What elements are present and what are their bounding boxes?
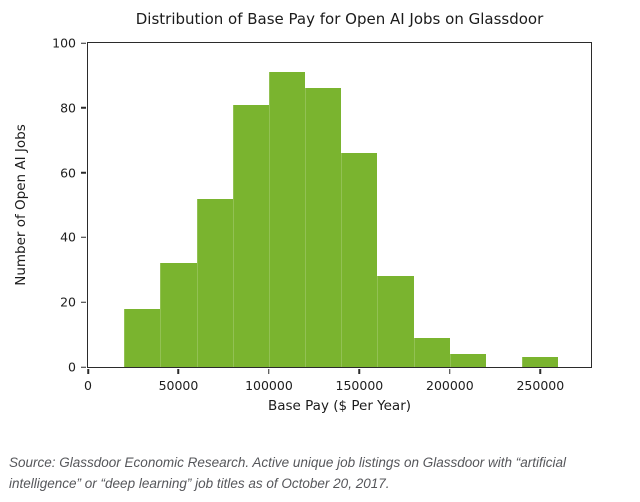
histogram-bar bbox=[305, 88, 342, 367]
x-tick-label: 250000 bbox=[516, 378, 565, 393]
y-tick-mark bbox=[81, 42, 86, 44]
source-caption-line1: Source: Glassdoor Economic Research. Act… bbox=[9, 455, 567, 470]
y-tick-mark bbox=[81, 236, 86, 239]
plot-area: 0 50000 100000 150000 200000 250000 0 20 40 60 80 1… bbox=[52, 36, 592, 393]
histogram-bar bbox=[160, 263, 197, 367]
y-axis-title: Number of Open AI Jobs bbox=[13, 124, 29, 286]
x-tick-label: 50000 bbox=[158, 378, 199, 393]
y-tick-label: 80 bbox=[60, 100, 76, 116]
y-tick-label: 20 bbox=[60, 294, 76, 310]
histogram-bar bbox=[341, 153, 378, 367]
x-tick-label: 150000 bbox=[335, 378, 384, 393]
x-tick-mark bbox=[449, 369, 451, 374]
x-tick-label: 200000 bbox=[426, 378, 474, 393]
histogram-bar bbox=[196, 198, 233, 367]
y-tick-label: 100 bbox=[52, 35, 76, 51]
x-tick-mark bbox=[268, 369, 270, 374]
bars-layer bbox=[88, 43, 591, 367]
source-caption: Source: Glassdoor Economic Research. Act… bbox=[9, 452, 634, 494]
histogram-bar bbox=[449, 354, 487, 367]
histogram-bar bbox=[232, 104, 269, 367]
x-tick-mark bbox=[358, 369, 361, 374]
histogram-bar bbox=[268, 72, 306, 367]
y-tick-mark bbox=[81, 366, 86, 368]
x-tick-mark bbox=[539, 369, 542, 374]
x-axis-title: Base Pay ($ Per Year) bbox=[267, 398, 412, 414]
x-tick-mark bbox=[177, 369, 180, 374]
y-tick-label: 40 bbox=[60, 229, 76, 245]
y-tick-mark bbox=[81, 171, 86, 174]
y-tick-label: 60 bbox=[60, 165, 76, 181]
y-tick-mark bbox=[81, 301, 86, 303]
source-caption-line2: intelligence” or “deep learning” job tit… bbox=[9, 476, 390, 491]
y-tick-mark bbox=[81, 107, 86, 109]
x-tick-label: 100000 bbox=[245, 378, 293, 393]
histogram-bar bbox=[377, 276, 414, 367]
histogram-bar bbox=[413, 337, 450, 367]
y-tick-label: 0 bbox=[68, 359, 76, 375]
histogram-bar bbox=[124, 308, 161, 367]
x-tick-mark bbox=[87, 369, 89, 374]
x-tick-label: 0 bbox=[84, 378, 92, 393]
chart-title: Distribution of Base Pay for Open AI Job… bbox=[135, 10, 544, 28]
histogram-bar bbox=[522, 357, 559, 367]
